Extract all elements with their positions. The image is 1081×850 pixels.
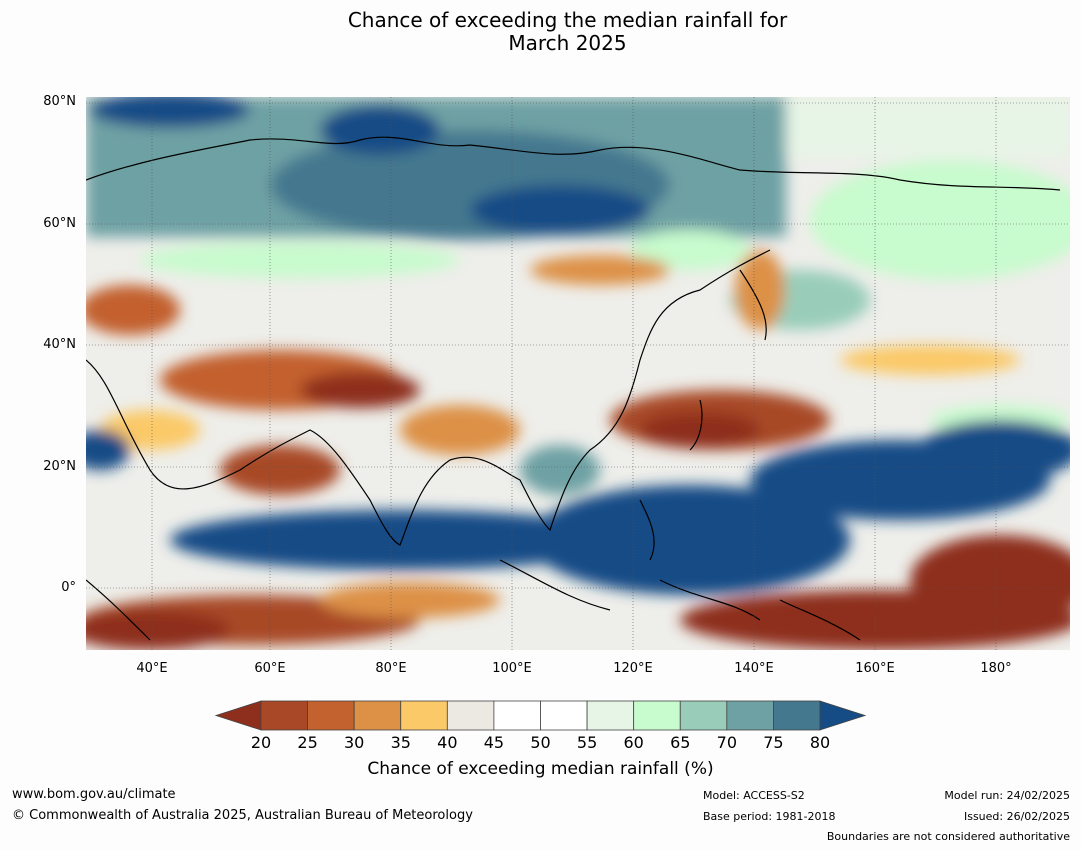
colorbar-tick-label: 70	[716, 733, 738, 752]
colorbar-tick-label: 55	[576, 733, 598, 752]
colorbar-cell	[493, 700, 541, 731]
lat-tick-label: 20°N	[43, 459, 76, 474]
issued-text: Issued: 26/02/2025	[963, 810, 1070, 823]
lat-tick-label: 40°N	[43, 337, 76, 352]
lat-tick-label: 80°N	[43, 94, 76, 109]
colorbar-cell	[260, 700, 308, 731]
colorbar-tick-label: 60	[623, 733, 644, 752]
lon-tick-label: 60°E	[254, 661, 286, 676]
base-period-text: Base period: 1981-2018	[703, 810, 836, 823]
lon-tick-label: 100°E	[492, 661, 532, 676]
website-link[interactable]: www.bom.gov.au/climate	[12, 787, 176, 802]
model-run-text: Model run: 24/02/2025	[944, 789, 1070, 802]
colorbar-tick-label: 30	[343, 733, 365, 752]
colorbar-label: Chance of exceeding median rainfall (%)	[367, 759, 714, 779]
colorbar-tick-label: 65	[670, 733, 691, 752]
lon-tick-label: 80°E	[375, 661, 407, 676]
lat-tick-label: 60°N	[43, 216, 76, 231]
probability-field	[86, 97, 1070, 650]
title-line-2: March 2025	[508, 31, 627, 55]
model-text: Model: ACCESS-S2	[703, 789, 805, 802]
colorbar-tick-label: 35	[390, 733, 411, 752]
colorbar-cell	[633, 700, 681, 731]
colorbar-cell	[307, 700, 355, 731]
lon-tick-label: 120°E	[613, 661, 653, 676]
colorbar-cell	[773, 700, 821, 731]
colorbar-cell	[446, 700, 495, 731]
colorbar-over-arrow	[819, 700, 867, 731]
lon-tick-label: 180°	[980, 661, 1012, 676]
copyright-text: © Commonwealth of Australia 2025, Austra…	[12, 808, 473, 823]
colorbar-under-arrow	[214, 700, 262, 731]
colorbar-cell	[679, 700, 728, 731]
colorbar-tick-label: 80	[809, 733, 831, 752]
colorbar-tick-label: 45	[483, 733, 505, 752]
colorbar-cell	[586, 700, 635, 731]
lon-tick-label: 160°E	[855, 661, 895, 676]
chart-title: Chance of exceeding the median rainfall …	[0, 9, 1081, 55]
colorbar-cell	[353, 700, 402, 731]
colorbar-tick-label: 40	[437, 733, 458, 752]
colorbar-cell	[540, 700, 588, 731]
lat-tick-label: 0°	[61, 580, 76, 595]
title-line-1: Chance of exceeding the median rainfall …	[347, 8, 788, 32]
graticule	[86, 97, 1070, 650]
coastlines	[86, 136, 1061, 641]
colorbar-tick-label: 20	[250, 733, 272, 752]
lon-tick-label: 140°E	[734, 661, 774, 676]
colorbar-cell	[726, 700, 774, 731]
lon-tick-label: 40°E	[136, 661, 168, 676]
colorbar-tick-label: 75	[763, 733, 784, 752]
colorbar-tick-label: 25	[297, 733, 318, 752]
colorbar-tick-label: 50	[530, 733, 551, 752]
disclaimer-text: Boundaries are not considered authoritat…	[826, 830, 1070, 843]
colorbar-cell	[400, 700, 448, 731]
